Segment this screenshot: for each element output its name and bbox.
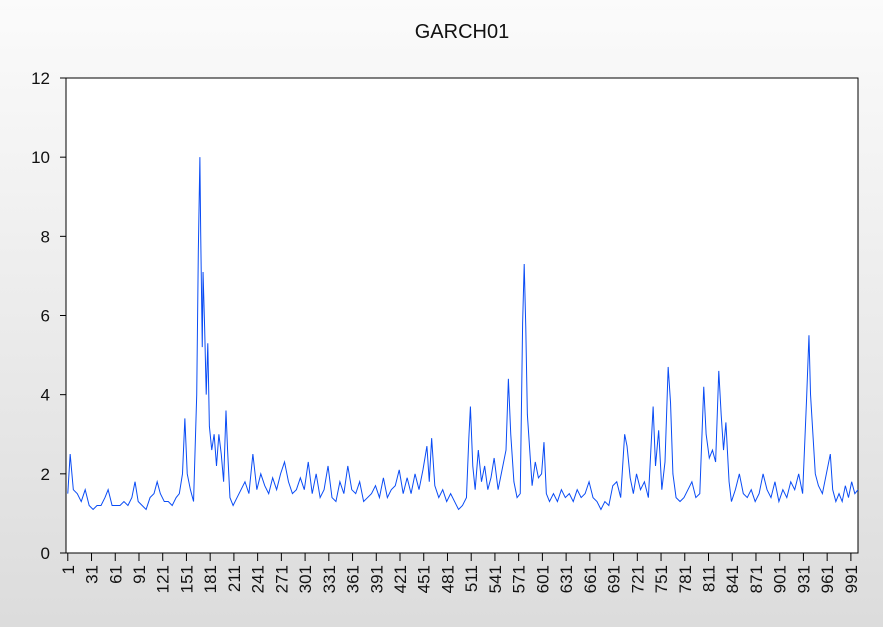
x-tick-label: 751 <box>652 565 671 593</box>
chart-title: GARCH01 <box>415 21 509 43</box>
x-tick-label: 181 <box>201 565 220 593</box>
x-tick-label: 451 <box>415 565 434 593</box>
x-tick-label: 151 <box>177 565 196 593</box>
x-tick-label: 841 <box>723 565 742 593</box>
x-tick-label: 391 <box>367 565 386 593</box>
x-tick-label: 991 <box>842 565 861 593</box>
x-tick-label: 331 <box>320 565 339 593</box>
x-tick-label: 631 <box>557 565 576 593</box>
x-tick-label: 271 <box>272 565 291 593</box>
x-tick-label: 361 <box>344 565 363 593</box>
x-tick-label: 541 <box>486 565 505 593</box>
data-line <box>67 157 859 511</box>
x-tick-label: 931 <box>794 565 813 593</box>
x-tick-label: 511 <box>462 565 481 592</box>
x-tick-label: 31 <box>83 565 102 584</box>
x-tick-label: 871 <box>747 565 766 593</box>
x-tick-label: 721 <box>628 565 647 593</box>
x-tick-label: 961 <box>818 565 837 593</box>
x-tick-label: 901 <box>771 565 790 593</box>
x-tick-label: 121 <box>154 565 173 593</box>
x-tick-label: 211 <box>225 565 244 592</box>
x-tick-label: 601 <box>533 565 552 593</box>
y-tick-label: 8 <box>41 227 50 246</box>
plot-area <box>65 77 859 554</box>
x-tick-label: 91 <box>130 565 149 584</box>
y-tick-label: 0 <box>41 544 50 563</box>
y-tick-label: 10 <box>31 148 50 167</box>
x-tick-label: 811 <box>700 565 719 592</box>
x-tick-label: 571 <box>510 565 529 593</box>
x-tick-label: 661 <box>581 565 600 593</box>
x-tick-label: 301 <box>296 565 315 593</box>
x-tick-label: 61 <box>106 565 125 584</box>
x-tick-label: 1 <box>59 565 78 574</box>
y-tick-label: 6 <box>41 307 50 326</box>
x-tick-label: 691 <box>605 565 624 593</box>
x-tick-label: 241 <box>249 565 268 593</box>
y-tick-label: 4 <box>41 386 50 405</box>
x-tick-label: 481 <box>438 565 457 593</box>
y-tick-label: 12 <box>31 69 50 88</box>
x-tick-label: 421 <box>391 565 410 593</box>
y-tick-label: 2 <box>41 465 50 484</box>
x-tick-label: 781 <box>676 565 695 593</box>
